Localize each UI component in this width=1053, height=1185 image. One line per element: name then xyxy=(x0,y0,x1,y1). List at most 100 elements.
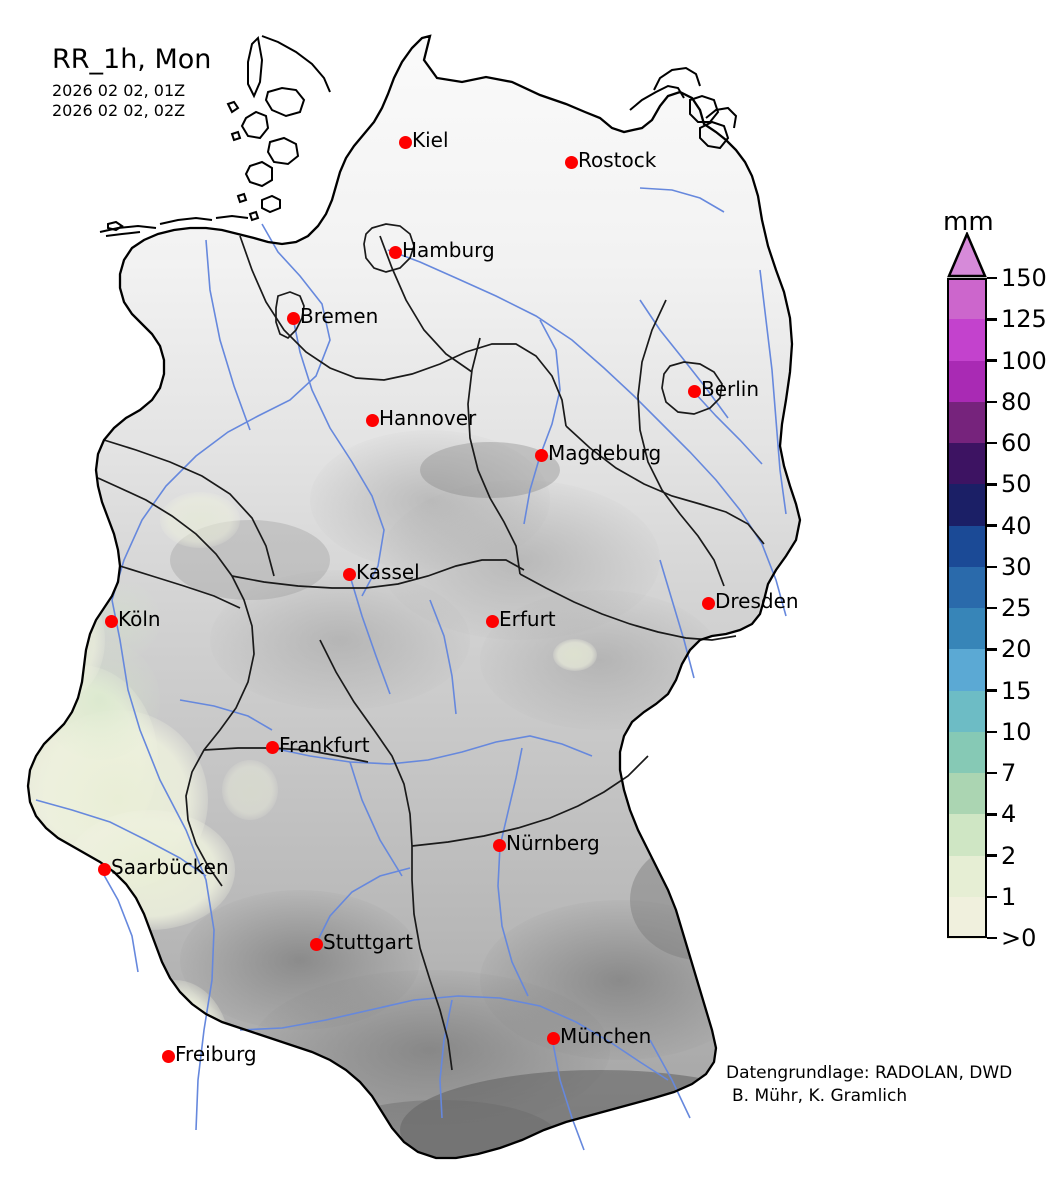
colorbar-tick-label: 10 xyxy=(1001,717,1032,746)
colorbar-band xyxy=(947,814,987,857)
colorbar-tick-label: 40 xyxy=(1001,511,1032,540)
credits-authors: B. Mühr, K. Gramlich xyxy=(732,1085,908,1106)
colorbar-band xyxy=(947,855,987,898)
colorbar-band xyxy=(947,731,987,774)
colorbar-tick-label: 100 xyxy=(1001,346,1047,375)
state-borders xyxy=(97,235,765,1071)
city-label: Frankfurt xyxy=(279,733,370,757)
colorbar-gradient[interactable] xyxy=(947,278,987,939)
colorbar-band xyxy=(947,608,987,650)
city-dot-icon xyxy=(97,862,111,876)
colorbar-tick-mark xyxy=(987,276,997,280)
city-label: Kassel xyxy=(356,560,420,584)
city-dot-icon xyxy=(564,155,578,169)
colorbar-band xyxy=(947,443,987,485)
colorbar-tick-label: 125 xyxy=(1001,305,1047,334)
colorbar-tick-label: 80 xyxy=(1001,387,1032,416)
city-dot-icon xyxy=(388,245,402,259)
city-dot-icon xyxy=(161,1049,175,1063)
city-dot-icon xyxy=(342,567,356,581)
colorbar-band xyxy=(947,484,987,527)
city-dot-icon xyxy=(286,311,300,325)
city-label: Hannover xyxy=(379,406,477,430)
colorbar-tick-mark xyxy=(987,565,997,568)
colorbar-tick-label: 15 xyxy=(1001,676,1032,705)
city-dot-icon xyxy=(398,135,412,149)
city-label: Magdeburg xyxy=(548,441,662,465)
colorbar-tick-label: 2 xyxy=(1001,841,1017,870)
colorbar-tick-mark xyxy=(987,483,997,486)
colorbar-tick-label: 25 xyxy=(1001,594,1032,622)
colorbar-band xyxy=(947,401,987,444)
city-label: Nürnberg xyxy=(506,831,600,855)
colorbar-tick-label: 1 xyxy=(1001,882,1017,911)
germany-national-border xyxy=(26,34,802,1160)
berlin-state-border xyxy=(661,361,723,415)
colorbar-tick-label: 7 xyxy=(1001,759,1017,787)
colorbar-tick-mark xyxy=(987,359,997,362)
colorbar[interactable]: mm 150 125 100 80 60 50 40 30 25 20 15 10 7 4 2 1 >0 xyxy=(930,0,1053,1185)
germany-radar-map[interactable] xyxy=(0,0,930,1185)
city-label: Erfurt xyxy=(499,607,556,631)
colorbar-tick-mark xyxy=(987,936,997,940)
colorbar-tick-mark xyxy=(987,400,997,403)
city-dot-icon xyxy=(104,614,118,628)
city-label: Stuttgart xyxy=(323,930,413,954)
colorbar-tick-mark xyxy=(987,318,997,321)
hamburg-state-border xyxy=(363,223,415,273)
city-label: Saarbücken xyxy=(111,855,229,879)
city-label: Köln xyxy=(118,607,161,631)
city-dot-icon xyxy=(492,838,506,852)
map-canvas[interactable]: Kiel Rostock Hamburg Bremen Berlin Hannover Ma… xyxy=(0,0,930,1185)
baltic-coastline-detail xyxy=(629,66,738,150)
colorbar-band xyxy=(947,319,987,362)
city-dot-icon xyxy=(701,596,715,610)
city-label: Dresden xyxy=(715,589,799,613)
city-label: Freiburg xyxy=(175,1042,257,1066)
city-dot-icon xyxy=(309,937,323,951)
city-dot-icon xyxy=(546,1031,560,1045)
city-dot-icon xyxy=(265,740,279,754)
city-label: Hamburg xyxy=(402,238,495,262)
city-dot-icon xyxy=(365,413,379,427)
colorbar-unit-label: mm xyxy=(943,207,994,237)
credits-block: Datengrundlage: RADOLAN, DWD B. Mühr, K.… xyxy=(726,1062,1012,1108)
colorbar-tick-label: 20 xyxy=(1001,635,1032,664)
city-label: Rostock xyxy=(578,148,657,172)
colorbar-band xyxy=(947,690,987,733)
credits-datasource: Datengrundlage: RADOLAN, DWD xyxy=(726,1063,1013,1083)
colorbar-band xyxy=(947,566,987,609)
colorbar-tick-mark xyxy=(987,648,997,651)
colorbar-band xyxy=(947,649,987,692)
city-label: Kiel xyxy=(412,128,449,152)
colorbar-tick-mark xyxy=(987,730,997,733)
colorbar-tick-label: 50 xyxy=(1001,470,1032,499)
colorbar-tick-label: 60 xyxy=(1001,429,1032,457)
colorbar-tick-label: >0 xyxy=(1001,924,1037,952)
city-label: München xyxy=(560,1024,652,1048)
colorbar-band xyxy=(947,278,987,320)
colorbar-tick-mark xyxy=(987,854,997,857)
colorbar-tick-mark xyxy=(987,689,997,692)
colorbar-tick-mark xyxy=(987,606,997,610)
city-label: Berlin xyxy=(701,377,760,401)
city-label: Bremen xyxy=(300,304,379,328)
colorbar-tick-mark xyxy=(987,771,997,775)
colorbar-overflow-arrow xyxy=(947,232,987,278)
bremen-state-border xyxy=(275,291,305,340)
colorbar-tick-label: 4 xyxy=(1001,800,1017,829)
colorbar-tick-mark xyxy=(987,813,997,816)
colorbar-tick-mark xyxy=(987,895,997,898)
colorbar-tick-mark xyxy=(987,524,997,527)
colorbar-tick-label: 150 xyxy=(1001,264,1047,292)
city-dot-icon xyxy=(485,614,499,628)
coastline-detail xyxy=(99,35,331,237)
colorbar-band xyxy=(947,896,987,939)
city-dot-icon xyxy=(687,384,701,398)
colorbar-band xyxy=(947,525,987,568)
colorbar-band xyxy=(947,773,987,815)
colorbar-band xyxy=(947,360,987,403)
colorbar-tick-label: 30 xyxy=(1001,552,1032,581)
colorbar-tick-mark xyxy=(987,441,997,445)
